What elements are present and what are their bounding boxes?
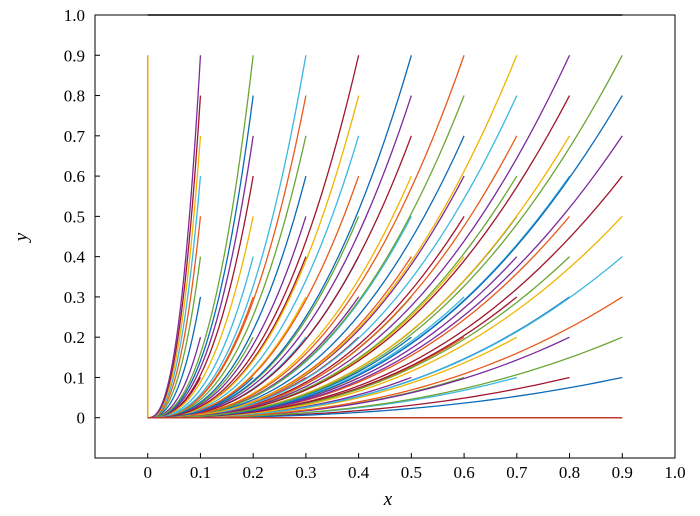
- x-tick-label: 0.6: [453, 463, 474, 482]
- series-line: [147, 54, 571, 419]
- y-tick-label: 1.0: [64, 6, 85, 25]
- x-tick-label: 0: [143, 463, 152, 482]
- y-tick-label: 0.5: [64, 207, 85, 226]
- x-tick-label: 0.1: [190, 463, 211, 482]
- y-tick-label: 0.9: [64, 46, 85, 65]
- series-line: [147, 54, 623, 419]
- series-line: [147, 55, 518, 419]
- y-tick-label: 0: [77, 409, 86, 428]
- x-tick-label: 1.0: [664, 463, 685, 482]
- x-tick-label: 0.9: [612, 463, 633, 482]
- y-tick-label: 0.8: [64, 87, 85, 106]
- x-tick-label: 0.8: [559, 463, 580, 482]
- series-line: [147, 55, 360, 419]
- y-tick-label: 0.3: [64, 288, 85, 307]
- y-tick-label: 0.7: [64, 127, 86, 146]
- special-lines: [146, 14, 623, 419]
- series-line: [147, 55, 465, 419]
- y-tick-label: 0.4: [64, 248, 86, 267]
- x-tick-label: 0.2: [243, 463, 264, 482]
- x-tick-label: 0.3: [295, 463, 316, 482]
- x-tick-label: 0.5: [401, 463, 422, 482]
- curve-group: [147, 54, 623, 419]
- x-tick-label: 0.7: [506, 463, 528, 482]
- y-tick-label: 0.2: [64, 328, 85, 347]
- series-line: [147, 55, 307, 419]
- y-tick-label: 0.6: [64, 167, 85, 186]
- series-line: [147, 55, 412, 419]
- y-tick-label: 0.1: [64, 368, 85, 387]
- series-line: [147, 216, 254, 419]
- y-axis: 0 0.1 0.2 0.3 0.4 0.5 0.6 0.7 0.8 0.9 1.0: [64, 6, 100, 428]
- x-tick-label: 0.4: [348, 463, 370, 482]
- x-axis: 0 0.1 0.2 0.3 0.4 0.5 0.6 0.7 0.8 0.9 1.0: [143, 453, 686, 482]
- y-axis-title: y: [11, 232, 32, 243]
- series-line: [147, 55, 254, 419]
- series-line: [147, 55, 202, 419]
- x-axis-title: x: [383, 489, 393, 510]
